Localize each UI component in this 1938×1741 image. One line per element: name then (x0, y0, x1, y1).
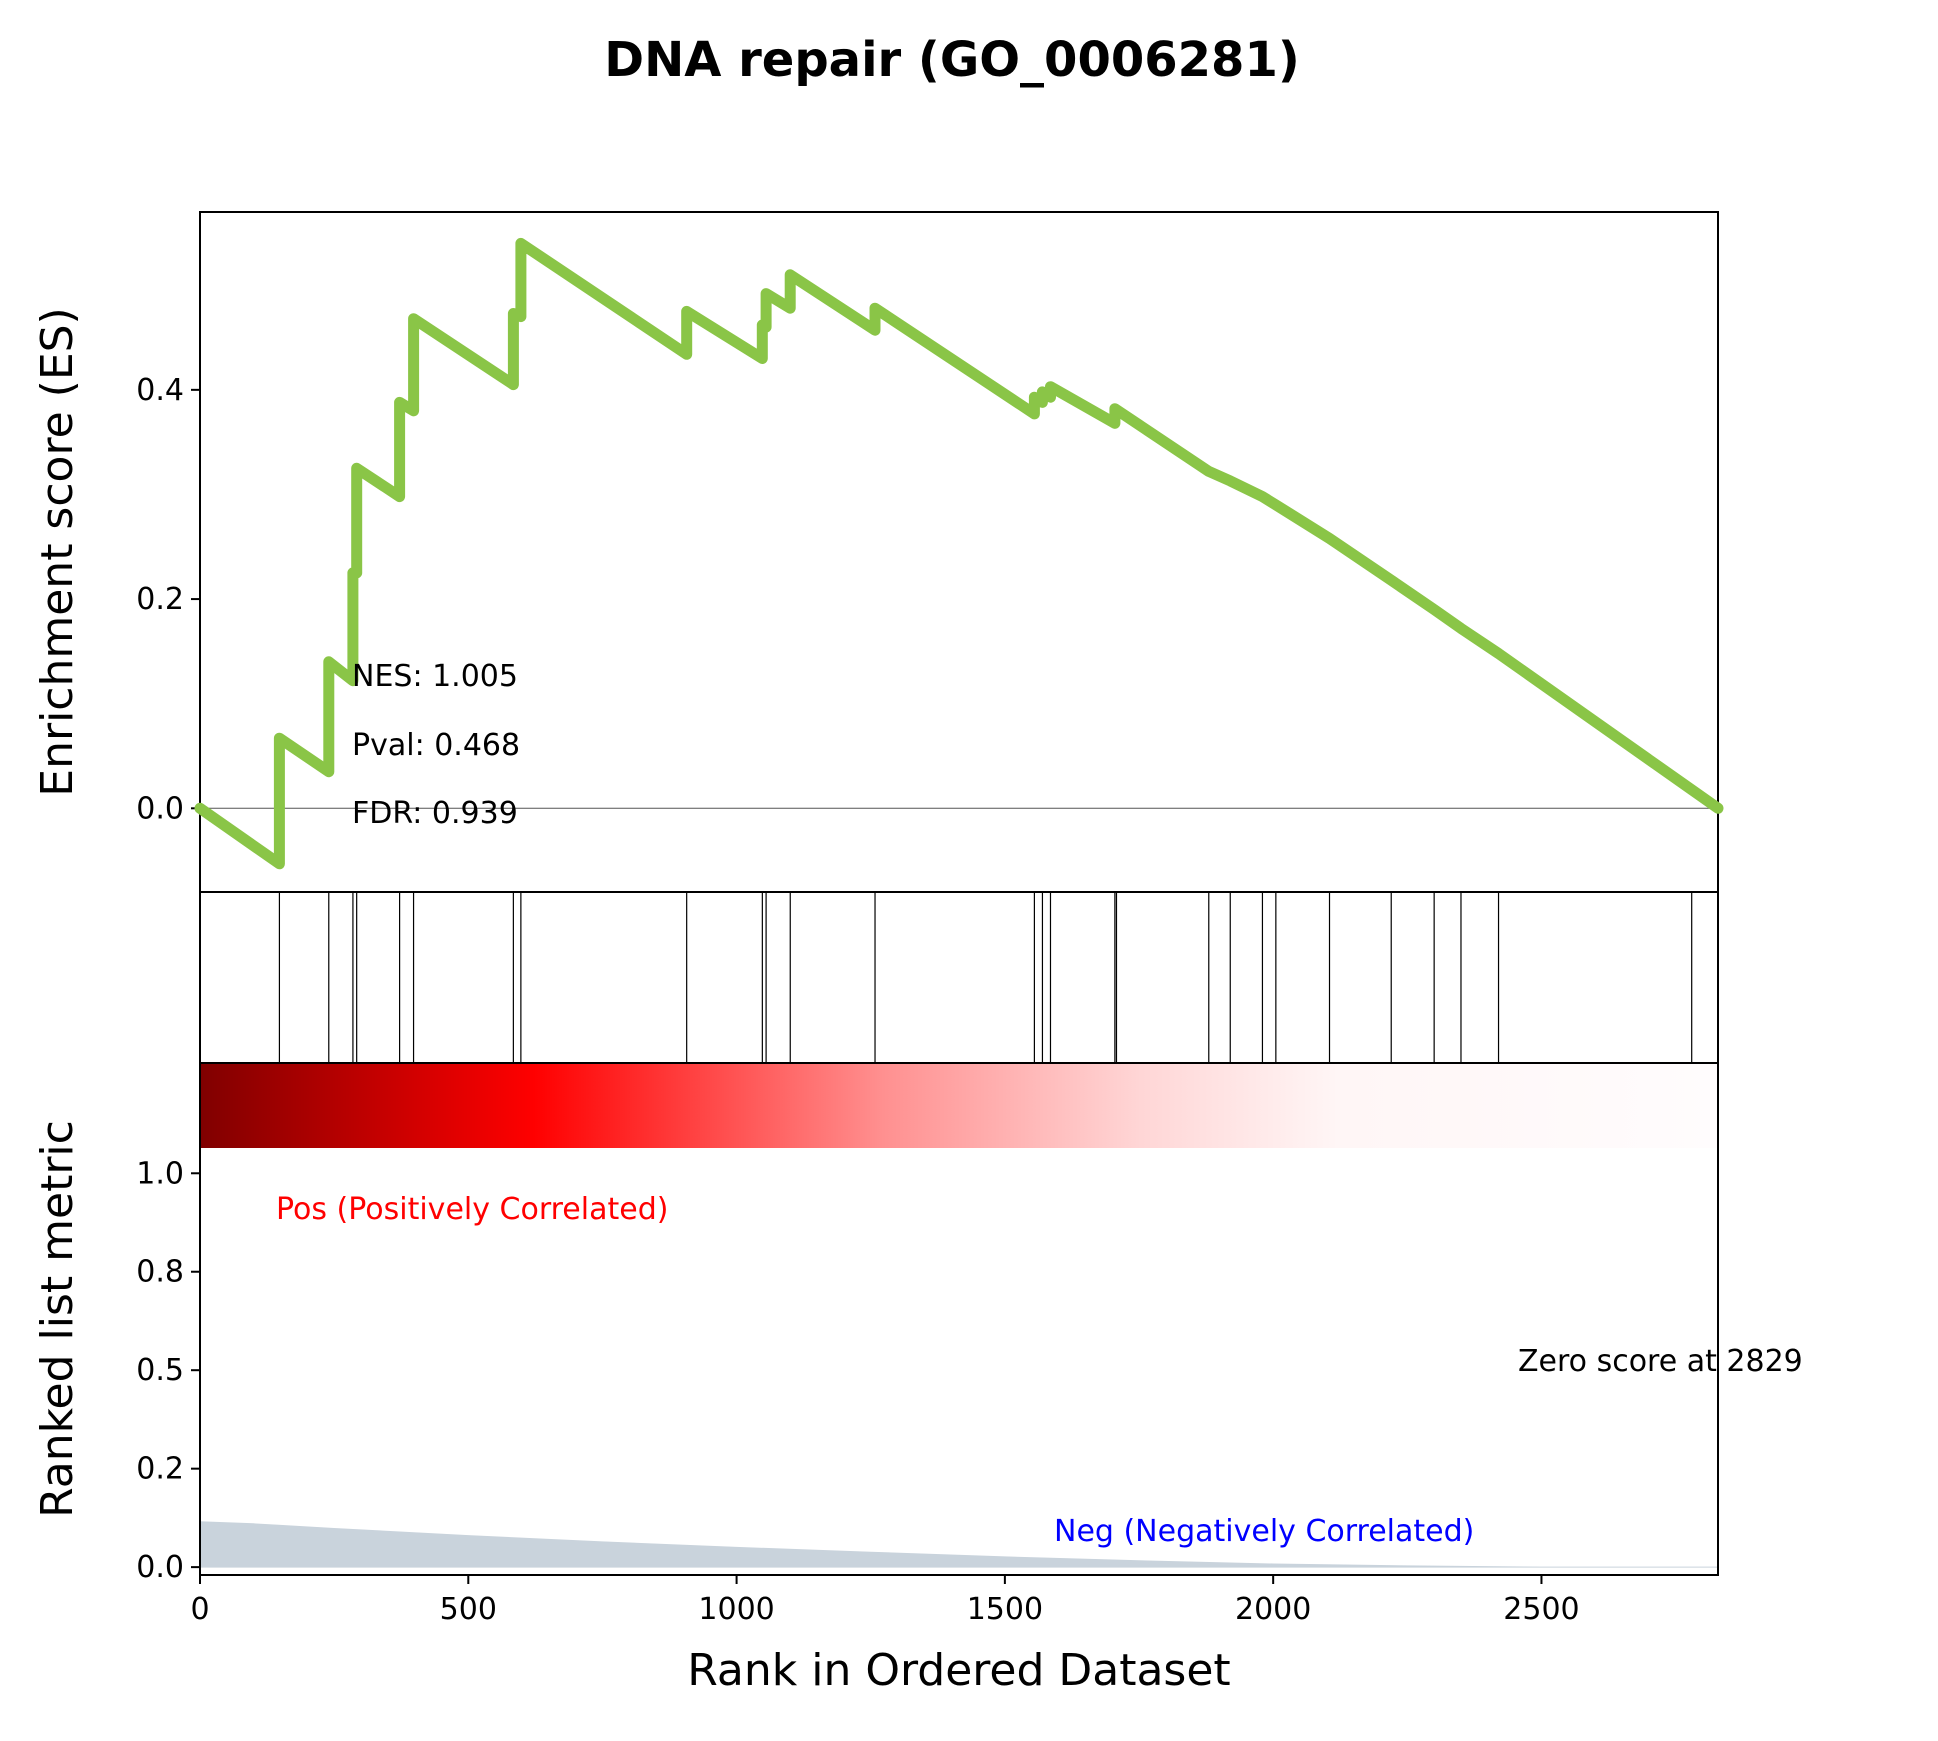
rank-y-tick-label: 0.0 (136, 1550, 184, 1585)
rank-y-tick-label: 0.2 (136, 1452, 184, 1487)
pval-label: Pval: 0.468 (352, 728, 520, 763)
nes-label: NES: 1.005 (352, 659, 518, 694)
es-y-axis-label: Enrichment score (ES) (32, 307, 83, 796)
zero-score-label: Zero score at 2829 (1518, 1344, 1803, 1379)
x-tick-label: 2500 (1503, 1592, 1579, 1627)
x-ticks: 0 500 1000 1500 2000 2500 (190, 1575, 1580, 1627)
es-y-tick-label: 0.0 (136, 791, 184, 826)
es-line (194, 237, 1724, 870)
pos-correlated-label: Pos (Positively Correlated) (276, 1192, 668, 1227)
rank-panel: 0.0 0.2 0.5 0.8 1.0 0 500 1000 1500 2000 2500 Pos… (32, 1062, 1803, 1696)
hits-panel (199, 891, 1719, 1064)
chart-title: DNA repair (GO_0006281) (604, 32, 1300, 88)
rank-y-axis-label: Ranked list metric (32, 1120, 83, 1518)
x-tick-label: 2000 (1235, 1592, 1311, 1627)
rank-y-tick-label: 1.0 (136, 1156, 184, 1191)
rank-panel-frame (199, 1062, 1719, 1576)
x-tick-label: 500 (440, 1592, 497, 1627)
es-panel: 0.0 0.2 0.4 NES: 1.005 Pval: 0.468 FDR: 0.… (32, 211, 1724, 893)
hit-lines (278, 892, 1693, 1063)
hits-panel-frame (199, 891, 1719, 1064)
x-tick-label: 1000 (698, 1592, 774, 1627)
x-tick-label: 0 (190, 1592, 209, 1627)
es-y-tick-label: 0.2 (136, 582, 184, 617)
rank-y-ticks: 0.0 0.2 0.5 0.8 1.0 (136, 1156, 200, 1585)
es-y-tick-label: 0.4 (136, 373, 184, 408)
fdr-label: FDR: 0.939 (352, 796, 518, 831)
es-panel-frame (199, 211, 1719, 893)
x-tick-label: 1500 (967, 1592, 1043, 1627)
correlation-heatmap-bar (200, 1063, 1718, 1148)
rank-y-tick-label: 0.5 (136, 1353, 184, 1388)
x-axis-label: Rank in Ordered Dataset (687, 1645, 1230, 1696)
es-y-ticks: 0.0 0.2 0.4 (136, 373, 200, 826)
rank-y-tick-label: 0.8 (136, 1255, 184, 1290)
ranked-metric-area (199, 1521, 1719, 1568)
neg-correlated-label: Neg (Negatively Correlated) (1054, 1514, 1474, 1549)
